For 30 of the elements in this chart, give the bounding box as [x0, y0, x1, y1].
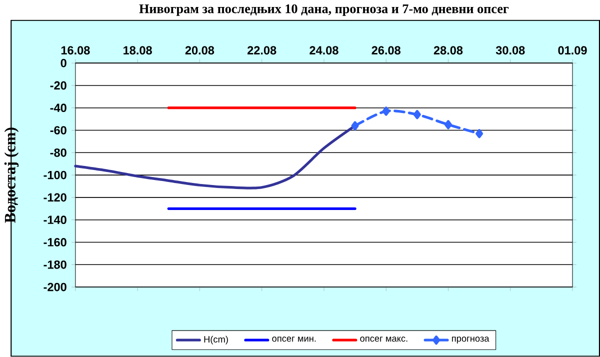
x-tick-label: 16.08: [61, 46, 90, 55]
legend-label: опсег макс.: [360, 336, 408, 342]
y-tick-label: -40: [50, 104, 66, 112]
legend-label: H(cm): [204, 336, 228, 344]
x-tick-label: 20.08: [185, 46, 214, 55]
y-tick-label: -80: [50, 148, 66, 157]
point: [382, 106, 390, 116]
point: [476, 129, 484, 138]
y-tick-label: 0: [60, 58, 66, 68]
chart-title: Нивограм за последњих 10 дана, прогноза и 7-мо дневни опсег: [139, 4, 509, 16]
y-tick-label: -160: [44, 238, 66, 247]
x-tick-label: 18.08: [124, 46, 152, 55]
x-tick-label: 26.08: [372, 46, 400, 55]
point: [413, 110, 421, 120]
x-tick-label: 24.08: [310, 46, 338, 55]
y-tick-label: -60: [50, 126, 66, 135]
y-tick-label: -180: [44, 260, 66, 269]
legend-label: прогноза: [452, 336, 490, 344]
y-tick-label: -140: [44, 216, 66, 224]
y-tick-label: -20: [50, 81, 66, 90]
y-tick-label: -100: [44, 170, 66, 180]
point: [351, 121, 359, 130]
legend-label: опсег мин.: [272, 336, 316, 342]
x-tick-label: 30.08: [496, 46, 525, 55]
x-tick-label: 01.09: [558, 46, 587, 55]
x-tick-label: 28.08: [434, 46, 463, 55]
y-tick-label: -120: [44, 193, 66, 202]
point: [444, 120, 452, 130]
x-tick-label: 22.08: [247, 46, 276, 55]
y-tick-label: -200: [44, 282, 66, 292]
